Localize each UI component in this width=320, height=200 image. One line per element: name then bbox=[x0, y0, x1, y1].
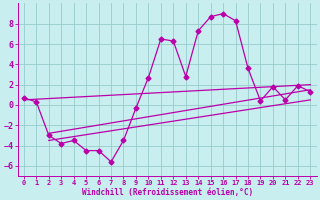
X-axis label: Windchill (Refroidissement éolien,°C): Windchill (Refroidissement éolien,°C) bbox=[82, 188, 253, 197]
